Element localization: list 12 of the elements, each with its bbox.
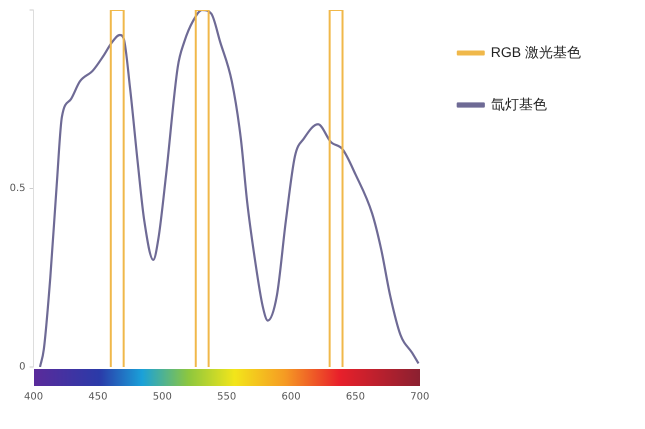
x-tick-label: 650 bbox=[346, 392, 365, 403]
x-tick-label: 500 bbox=[152, 392, 172, 403]
x-tick-label: 700 bbox=[410, 392, 430, 403]
legend-label: 氙灯基色 bbox=[490, 96, 561, 112]
x-tick-label: 600 bbox=[281, 392, 301, 403]
y-tick-label: 0.5 bbox=[10, 183, 26, 194]
line-series bbox=[38, 10, 420, 367]
x-tick-label: 450 bbox=[88, 392, 108, 403]
x-tick-label: 400 bbox=[24, 392, 44, 403]
x-tick-label: 550 bbox=[217, 392, 236, 403]
legend-label: RGB 激光基色 bbox=[490, 44, 596, 60]
y-tick-label: 0 bbox=[19, 362, 26, 373]
